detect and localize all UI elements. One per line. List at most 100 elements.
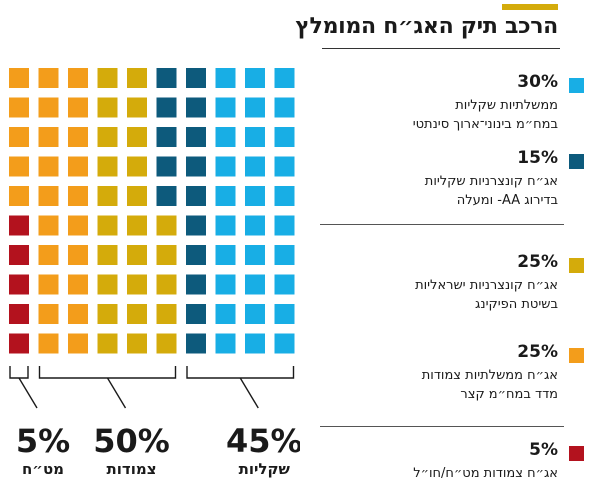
waffle-cell: [245, 333, 265, 354]
waffle-cell: [9, 245, 29, 265]
waffle-cell: [38, 68, 59, 88]
waffle-cell: [9, 97, 29, 118]
waffle-cell: [9, 215, 29, 236]
legend-percent: 25%: [517, 252, 558, 272]
waffle-cell: [127, 304, 147, 324]
waffle-cell: [97, 245, 118, 265]
waffle-cell: [97, 156, 118, 177]
waffle-cell: [156, 127, 177, 147]
waffle-cell: [97, 274, 118, 295]
waffle-cell: [127, 215, 147, 236]
waffle-cell: [156, 333, 177, 354]
waffle-cell: [245, 68, 265, 88]
legend-swatch: [569, 348, 584, 363]
waffle-cell: [274, 215, 295, 236]
waffle-cell: [127, 127, 147, 147]
group-value: 50%: [93, 422, 170, 460]
legend-divider: [320, 426, 564, 427]
waffle-cell: [186, 304, 206, 324]
waffle-cell: [97, 97, 118, 118]
waffle-cell: [245, 215, 265, 236]
waffle-cell: [68, 186, 88, 206]
waffle-cell: [274, 304, 295, 324]
waffle-cell: [156, 215, 177, 236]
waffle-cell: [68, 127, 88, 147]
waffle-cell: [9, 127, 29, 147]
waffle-cell: [97, 215, 118, 236]
waffle-cell: [245, 186, 265, 206]
legend-item-shekel-corporate: 15% אג״ח קונצרניות שקליות בדירוג AA- ומע…: [308, 148, 588, 208]
legend-item-israeli-corporate: 25% אג״ח קונצרניות ישראליות בשיטת הפיקינ…: [308, 252, 588, 312]
waffle-cell: [68, 245, 88, 265]
group-label: מט״ח: [22, 460, 64, 478]
waffle-cell: [9, 304, 29, 324]
group-bracket: [186, 366, 295, 379]
waffle-cell: [186, 127, 206, 147]
legend-item-shekel-government: 30% ממשלתיות שקליות במח״מ בינוני־ארוך סי…: [308, 72, 588, 132]
group-leader-line: [18, 377, 38, 409]
waffle-cell: [156, 97, 177, 118]
waffle-cell: [215, 156, 236, 177]
waffle-cell: [9, 68, 29, 88]
waffle-cell: [186, 97, 206, 118]
waffle-cell: [9, 333, 29, 354]
waffle-cell: [215, 304, 236, 324]
waffle-cell: [156, 68, 177, 88]
waffle-cell: [68, 68, 88, 88]
waffle-cell: [127, 186, 147, 206]
waffle-cell: [9, 274, 29, 295]
waffle-cell: [38, 215, 59, 236]
waffle-cell: [9, 156, 29, 177]
waffle-cell: [9, 186, 29, 206]
waffle-cell: [38, 245, 59, 265]
waffle-cell: [38, 304, 59, 324]
title-accent-bar: [502, 4, 558, 10]
waffle-cell: [245, 274, 265, 295]
waffle-cell: [186, 333, 206, 354]
group-label: צמודות: [106, 460, 156, 478]
waffle-cell: [127, 245, 147, 265]
waffle-cell: [274, 274, 295, 295]
group-value: 45%: [226, 422, 300, 460]
waffle-cell: [215, 68, 236, 88]
legend-label: אג״ח ממשלתיות צמודות מדד במח״מ קצר: [421, 368, 558, 402]
waffle-cell: [97, 304, 118, 324]
group-leader-line: [239, 377, 259, 409]
legend-item-fx-foreign: 5% אג״ח צמודות מט״ח/חו״ל: [308, 440, 588, 500]
waffle-cell: [215, 274, 236, 295]
legend-item-indexed-government: 25% אג״ח ממשלתיות צמודות מדד במח״מ קצר: [308, 342, 588, 402]
waffle-cell: [156, 245, 177, 265]
waffle-cell: [274, 333, 295, 354]
waffle-cell: [156, 156, 177, 177]
waffle-cell: [245, 156, 265, 177]
waffle-cell: [186, 215, 206, 236]
legend-swatch: [569, 446, 584, 461]
waffle-cell: [127, 274, 147, 295]
group-leader-line: [106, 377, 127, 409]
legend-divider: [320, 224, 564, 225]
waffle-cell: [245, 245, 265, 265]
waffle-cell: [97, 186, 118, 206]
legend-swatch: [569, 258, 584, 273]
waffle-cell: [245, 127, 265, 147]
waffle-cell: [68, 215, 88, 236]
legend-label: ממשלתיות שקליות במח״מ בינוני־ארוך סינתטי: [412, 98, 558, 132]
waffle-cell: [156, 304, 177, 324]
waffle-cell: [38, 97, 59, 118]
group-bracket: [9, 366, 29, 379]
waffle-cell: [274, 97, 295, 118]
waffle-cell: [68, 156, 88, 177]
group-value: 5%: [16, 422, 70, 460]
waffle-cell: [215, 245, 236, 265]
waffle-cell: [68, 304, 88, 324]
legend-label: אג״ח צמודות מט״ח/חו״ל: [413, 466, 558, 481]
waffle-cell: [274, 156, 295, 177]
waffle-cell: [186, 68, 206, 88]
waffle-cell: [97, 333, 118, 354]
legend-swatch: [569, 78, 584, 93]
chart-title: הרכב תיק האג״ח המומלץ: [295, 14, 558, 39]
title-rule: [322, 48, 560, 49]
waffle-cell: [215, 97, 236, 118]
waffle-chart: 45%שקליות 50%צמודות 5%מט״ח: [9, 68, 300, 478]
waffle-cell: [97, 68, 118, 88]
